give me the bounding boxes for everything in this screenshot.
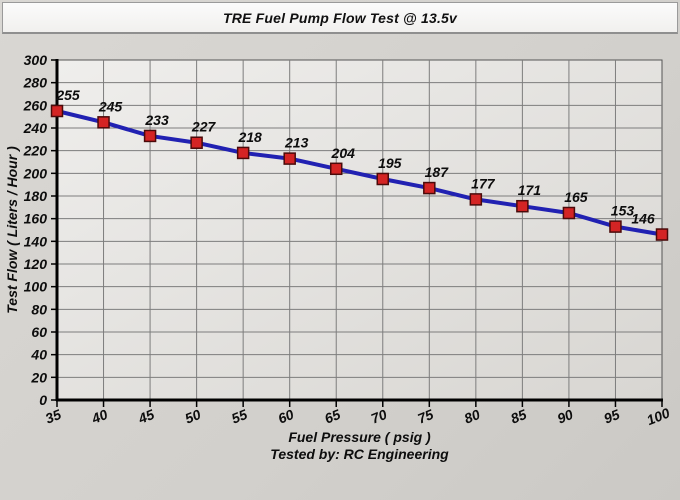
data-point-label: 165 — [564, 189, 588, 205]
data-point-marker — [469, 193, 483, 206]
y-tick-label: 240 — [23, 120, 48, 136]
y-tick-label: 20 — [30, 369, 47, 385]
y-tick-label: 300 — [24, 52, 48, 68]
data-point-label: 204 — [331, 145, 356, 161]
data-point-label: 177 — [471, 175, 496, 191]
x-tick-label: 75 — [415, 406, 436, 427]
x-tick-label: 80 — [462, 406, 483, 427]
series-line — [55, 109, 664, 237]
data-point-marker — [423, 181, 436, 195]
y-tick-label: 60 — [31, 324, 47, 340]
y-tick-label: 80 — [31, 301, 47, 317]
data-point-label: 227 — [191, 119, 217, 135]
x-tick-label: 40 — [89, 406, 111, 427]
data-point-marker — [376, 172, 390, 186]
y-tick-label: 280 — [23, 75, 48, 91]
y-tick-label: 0 — [39, 392, 47, 408]
chart-title-bar: TRE Fuel Pump Flow Test @ 13.5v — [2, 2, 678, 34]
x-tick-label: 60 — [276, 406, 297, 427]
data-point-label: 245 — [98, 98, 123, 114]
data-point-label: 255 — [55, 87, 80, 103]
y-tick-label: 100 — [24, 279, 48, 295]
data-point-marker — [609, 220, 622, 233]
data-point-marker — [143, 129, 157, 143]
data-point-marker — [190, 136, 203, 149]
x-tick-label: 50 — [183, 406, 204, 427]
data-point-label: 218 — [237, 129, 262, 145]
x-tick-label: 35 — [43, 406, 64, 427]
data-point-label: 195 — [378, 155, 402, 171]
y-tick-label: 140 — [24, 233, 48, 249]
y-tick-label: 200 — [23, 165, 48, 181]
x-tick-label: 45 — [135, 406, 157, 427]
data-point-label: 187 — [425, 164, 450, 180]
y-tick-label: 260 — [23, 97, 48, 113]
y-tick-label: 220 — [23, 143, 48, 159]
data-point-marker — [236, 146, 250, 160]
x-tick-label: 100 — [644, 404, 672, 428]
y-tick-label: 180 — [24, 188, 48, 204]
plot-area — [56, 59, 663, 401]
data-point-marker — [329, 162, 343, 176]
x-tick-label: 90 — [555, 406, 576, 427]
data-point-label: 153 — [611, 203, 635, 219]
data-point-marker — [516, 199, 529, 213]
data-point-marker — [562, 206, 576, 220]
x-tick-label: 85 — [508, 406, 529, 427]
data-point-marker — [655, 228, 669, 241]
chart-title: TRE Fuel Pump Flow Test @ 13.5v — [222, 9, 458, 26]
data-point-label: 233 — [144, 112, 169, 128]
y-tick-label: 40 — [30, 347, 47, 363]
y-tick-label: 160 — [24, 211, 48, 227]
data-point-label: 213 — [284, 135, 309, 151]
data-point-marker — [50, 104, 64, 118]
data-point-label: 146 — [631, 211, 655, 227]
data-point-label: 171 — [518, 182, 542, 198]
x-tick-label: 55 — [229, 406, 250, 427]
footer-text: Tested by: RC Engineering — [270, 446, 449, 462]
data-point-marker — [97, 116, 110, 129]
x-tick-label: 95 — [601, 406, 622, 427]
y-tick-label: 120 — [24, 256, 48, 272]
y-axis-label: Test Flow ( Liters / Hour ) — [4, 146, 20, 314]
x-tick-label: 70 — [369, 406, 390, 427]
x-axis-label: Fuel Pressure ( psig ) — [288, 429, 431, 445]
data-point-marker — [283, 152, 296, 165]
x-tick-label: 65 — [322, 406, 343, 427]
